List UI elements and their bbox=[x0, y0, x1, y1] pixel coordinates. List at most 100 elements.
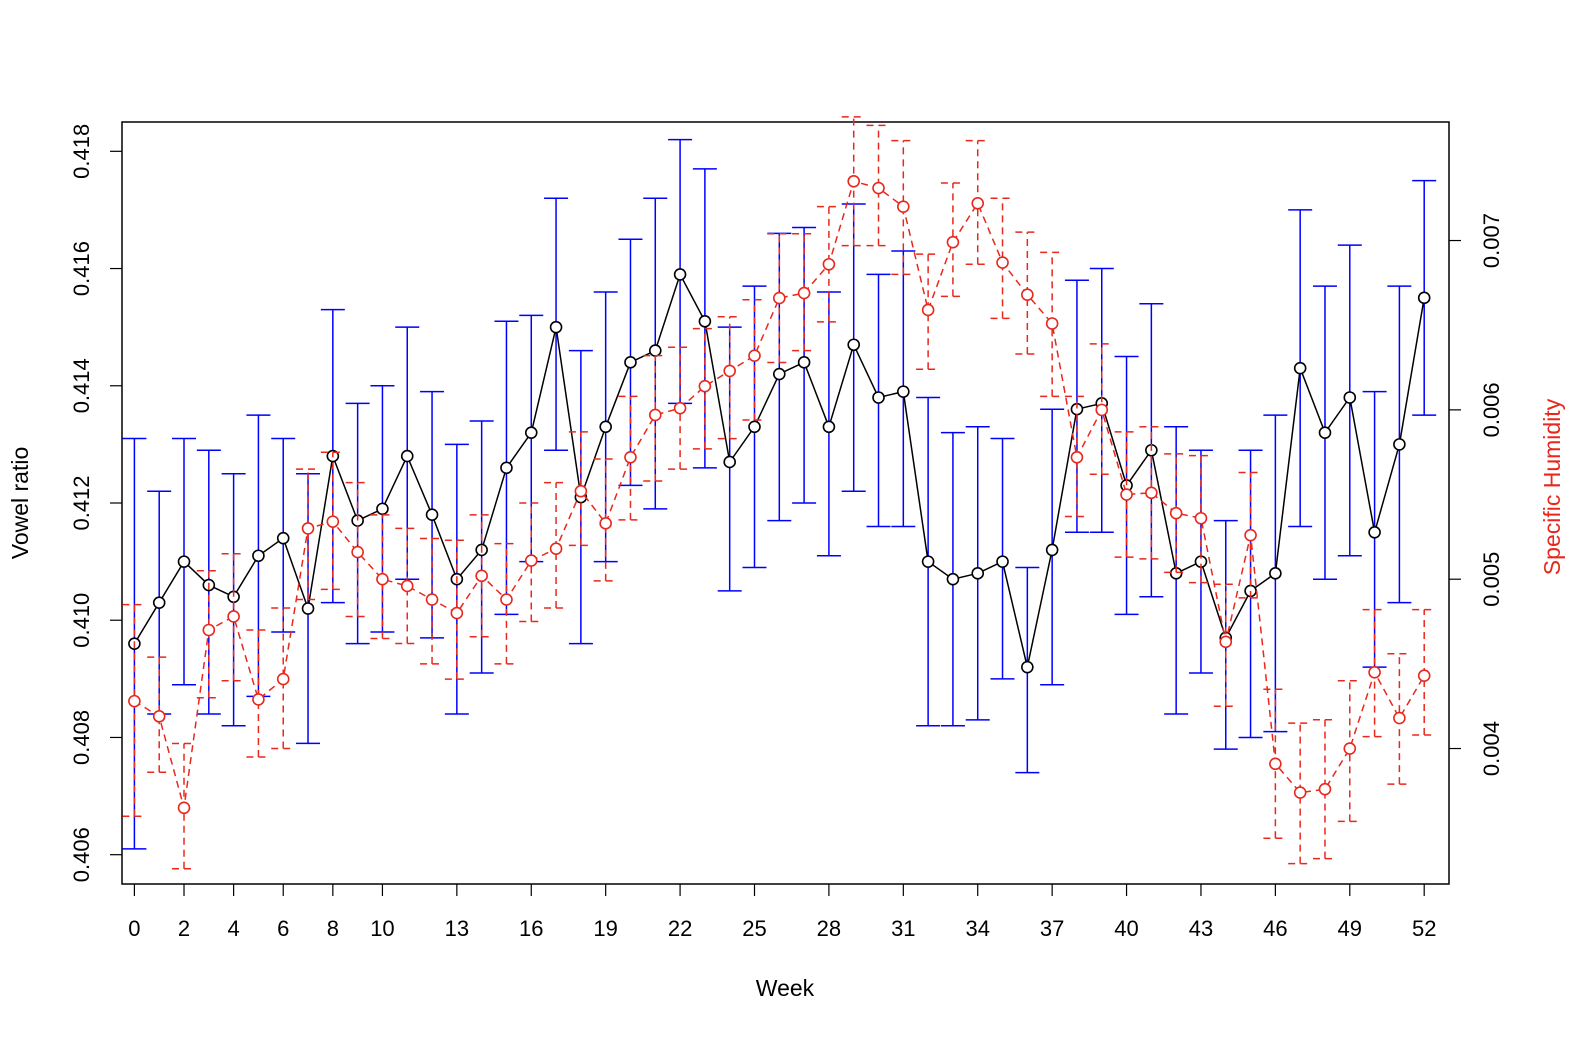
x-tick-label: 46 bbox=[1263, 916, 1287, 941]
data-point bbox=[1343, 391, 1357, 404]
data-point bbox=[425, 593, 439, 606]
data-point bbox=[1368, 526, 1381, 539]
data-point bbox=[1417, 291, 1431, 305]
data-point bbox=[1169, 506, 1183, 520]
data-point bbox=[425, 508, 439, 522]
x-tick-label: 25 bbox=[742, 916, 766, 941]
data-point bbox=[698, 314, 712, 328]
data-point bbox=[946, 572, 960, 586]
data-point bbox=[1393, 711, 1406, 725]
data-point bbox=[549, 542, 563, 556]
data-point bbox=[1021, 288, 1034, 302]
data-point bbox=[1070, 450, 1084, 464]
x-tick-label: 40 bbox=[1114, 916, 1138, 941]
data-point bbox=[1045, 543, 1059, 557]
data-point bbox=[202, 623, 216, 637]
data-point bbox=[772, 291, 786, 305]
data-point bbox=[450, 606, 464, 620]
data-point bbox=[723, 455, 736, 469]
data-point bbox=[698, 379, 712, 393]
data-point bbox=[1120, 488, 1133, 501]
data-point bbox=[971, 196, 985, 210]
y2-axis-title: Specific Humidity bbox=[1539, 398, 1565, 575]
data-point bbox=[1269, 757, 1282, 771]
data-point bbox=[872, 391, 885, 404]
y-tick-label: 0.418 bbox=[69, 124, 94, 179]
data-point bbox=[921, 303, 935, 317]
data-point bbox=[574, 484, 588, 498]
data-point bbox=[1293, 361, 1307, 375]
data-point bbox=[376, 502, 389, 516]
data-point bbox=[177, 555, 191, 568]
x-axis: 0 2 4 6 8 10 13 16 19 22 25 28 31 34 37 40 43 46 49 52 bbox=[128, 884, 1436, 941]
y-tick-label: 0.412 bbox=[69, 475, 94, 530]
data-point bbox=[1368, 666, 1381, 679]
x-tick-label: 10 bbox=[370, 916, 394, 941]
data-point bbox=[648, 344, 662, 357]
data-point bbox=[946, 235, 960, 249]
x-tick-label: 22 bbox=[668, 916, 692, 941]
y-tick-label: 0.414 bbox=[69, 358, 94, 413]
data-point bbox=[400, 579, 414, 593]
data-point bbox=[996, 555, 1009, 568]
data-point bbox=[1095, 403, 1109, 417]
data-point bbox=[847, 174, 861, 188]
data-point bbox=[673, 268, 687, 281]
data-point bbox=[1244, 528, 1257, 542]
x-tick-label: 8 bbox=[327, 916, 339, 941]
data-point bbox=[624, 356, 637, 369]
data-point bbox=[128, 694, 141, 708]
data-point bbox=[301, 602, 315, 615]
data-point bbox=[673, 401, 687, 415]
data-point bbox=[227, 610, 240, 623]
data-point bbox=[1045, 317, 1059, 330]
data-point bbox=[1293, 786, 1307, 799]
x-tick-label: 31 bbox=[891, 916, 915, 941]
data-point bbox=[1343, 742, 1357, 755]
data-point bbox=[971, 567, 985, 580]
data-point bbox=[1318, 782, 1332, 796]
data-point bbox=[276, 672, 290, 686]
data-point bbox=[1219, 635, 1233, 649]
data-point bbox=[500, 461, 513, 475]
x-axis-title: Week bbox=[756, 975, 815, 1001]
data-point bbox=[152, 596, 166, 609]
data-point bbox=[822, 420, 836, 434]
y2-tick-label: 0.004 bbox=[1479, 721, 1504, 776]
x-tick-label: 4 bbox=[227, 916, 239, 941]
x-tick-label: 37 bbox=[1040, 916, 1064, 941]
data-point bbox=[524, 426, 538, 439]
data-point bbox=[723, 364, 736, 378]
data-point bbox=[921, 555, 935, 568]
x-tick-label: 49 bbox=[1338, 916, 1362, 941]
data-point bbox=[252, 693, 265, 706]
data-point bbox=[301, 522, 315, 535]
series-right bbox=[122, 116, 1437, 870]
data-point bbox=[177, 801, 191, 815]
series-layer bbox=[122, 116, 1437, 870]
y-axis-left: 0.406 0.408 0.410 0.412 0.414 0.416 0.418 bbox=[69, 124, 122, 882]
y2-tick-label: 0.007 bbox=[1479, 213, 1504, 268]
y-axis-title: Vowel ratio bbox=[7, 447, 33, 560]
data-point bbox=[252, 549, 265, 563]
data-point bbox=[351, 545, 364, 559]
data-point bbox=[475, 569, 488, 583]
y2-tick-label: 0.006 bbox=[1479, 382, 1504, 437]
data-point bbox=[326, 515, 340, 528]
data-point bbox=[872, 181, 885, 195]
data-point bbox=[400, 449, 414, 463]
data-point bbox=[524, 554, 538, 567]
data-point bbox=[797, 286, 811, 300]
data-point bbox=[822, 257, 836, 271]
data-point bbox=[797, 356, 811, 369]
data-point bbox=[1269, 567, 1282, 580]
x-tick-label: 19 bbox=[593, 916, 617, 941]
y2-tick-label: 0.005 bbox=[1479, 552, 1504, 607]
series-line bbox=[134, 180, 1425, 808]
y-tick-label: 0.410 bbox=[69, 593, 94, 648]
data-point bbox=[847, 338, 861, 352]
data-point bbox=[1393, 438, 1406, 451]
data-point bbox=[549, 320, 563, 334]
data-point bbox=[152, 710, 166, 723]
data-point bbox=[748, 420, 761, 434]
